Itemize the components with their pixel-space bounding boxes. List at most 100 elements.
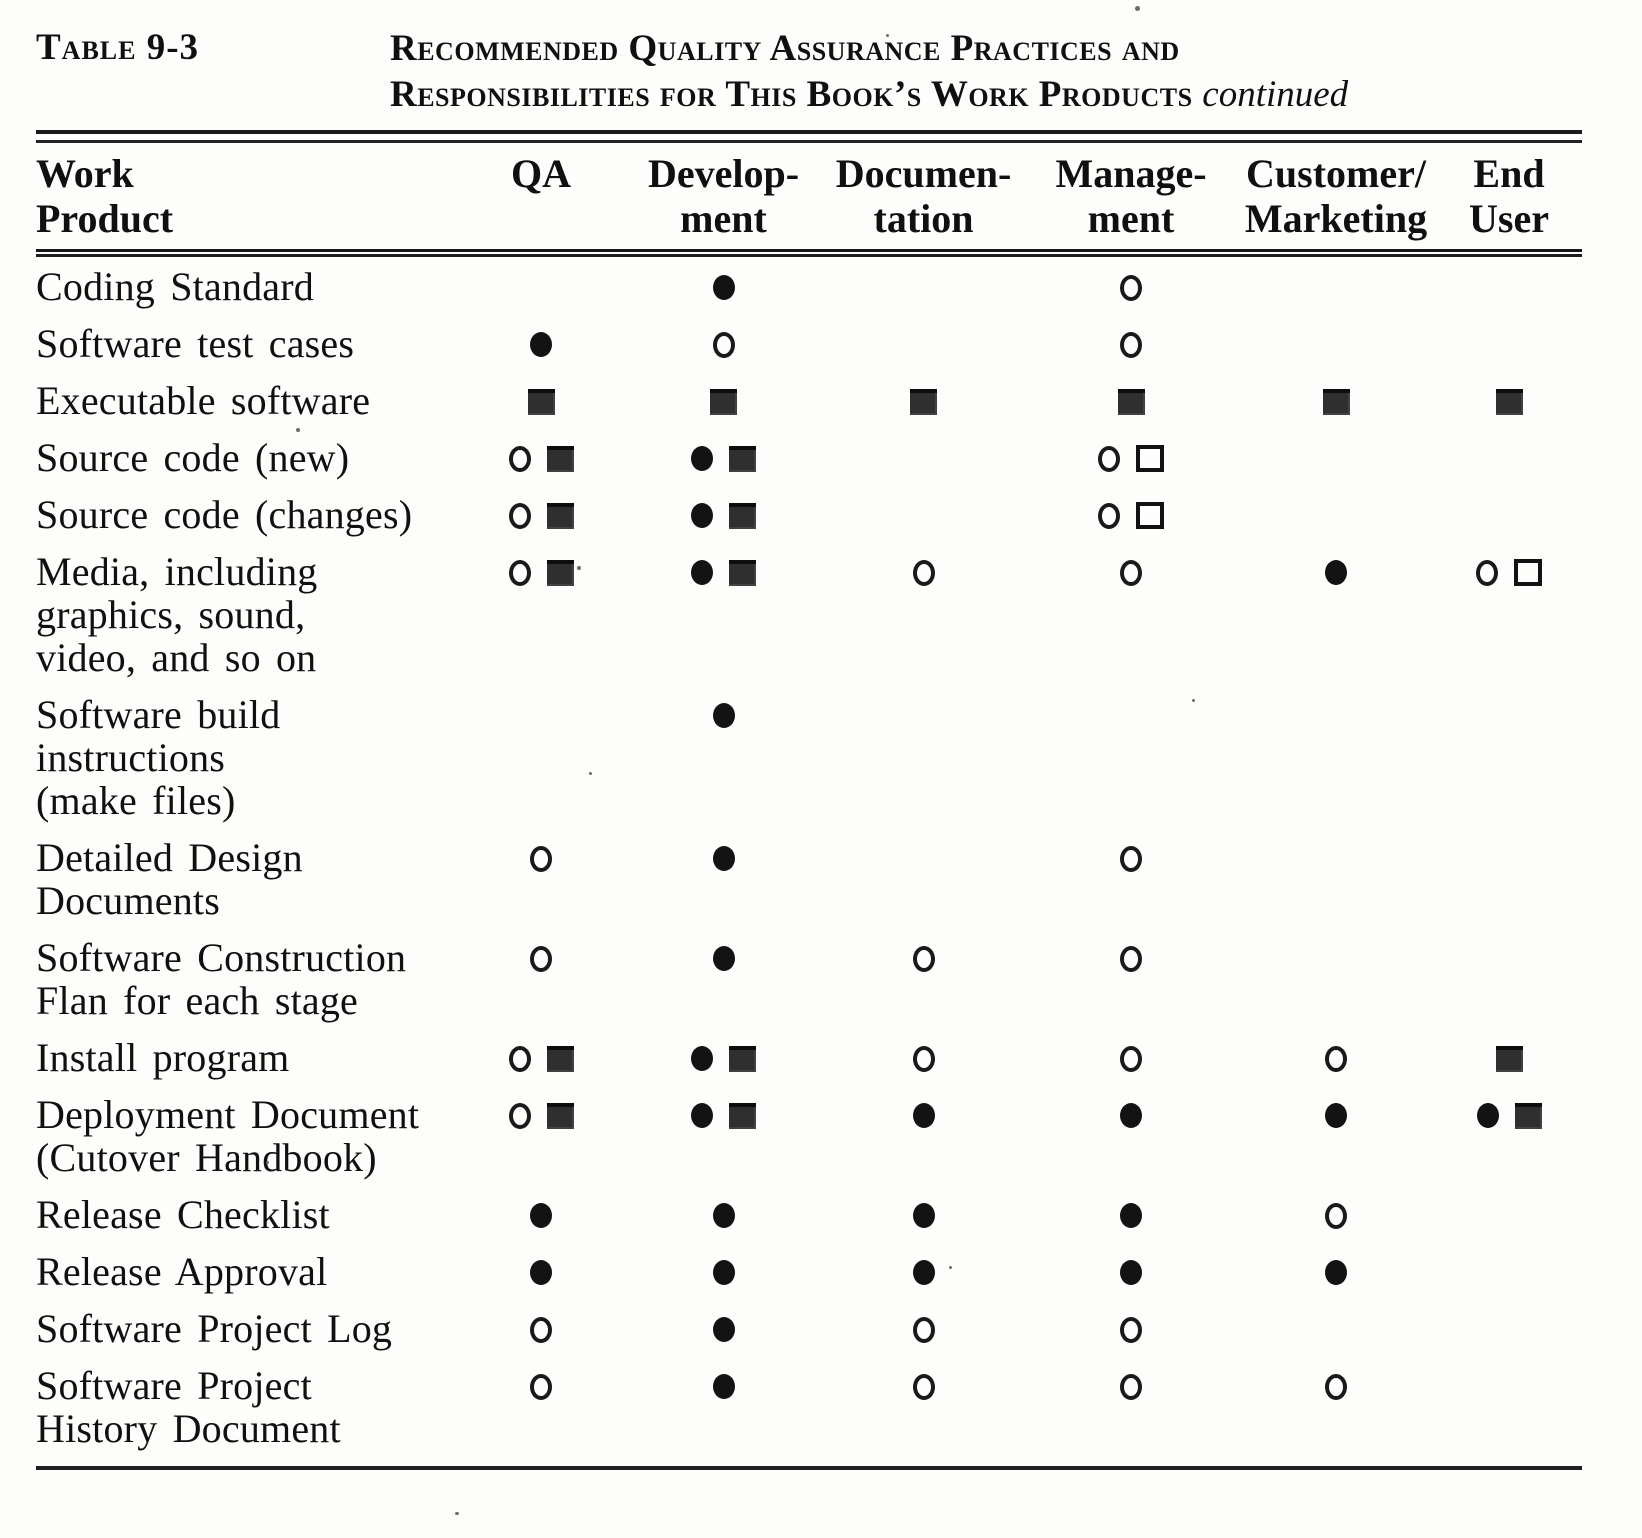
- symbol-cell-customer_marketing: [1236, 550, 1436, 679]
- scan-speck: [1135, 6, 1140, 11]
- table-row: Release Checklist: [36, 1193, 1582, 1250]
- filled-circle-symbol: [1325, 1103, 1347, 1129]
- row-label: Media, including graphics, sound, video, a…: [36, 549, 318, 680]
- row-label: Software Construction Flan for each stage: [36, 935, 407, 1023]
- symbol-cell-qa: [456, 836, 626, 922]
- symbol-cell-development: [626, 322, 821, 365]
- filled-circle-symbol: [691, 503, 713, 529]
- column-header-customer-marketing: Customer/ Marketing: [1236, 151, 1436, 241]
- scan-speck: [949, 1266, 952, 1269]
- open-circle-symbol: [1120, 1373, 1142, 1400]
- symbol-cell-documentation: [821, 1250, 1026, 1293]
- filled-circle-symbol: [912, 1260, 935, 1286]
- column-header-end-user: End User: [1436, 151, 1582, 241]
- symbol-cell-documentation: [821, 936, 1026, 1022]
- header-separator-rule: [36, 249, 1582, 257]
- table-row: Executable software: [36, 379, 1582, 436]
- filled-square-symbol: [1117, 388, 1145, 415]
- column-header-documentation: Documen- tation: [821, 151, 1026, 241]
- column-header-work-product: Work Product: [36, 151, 456, 241]
- open-circle-symbol: [530, 1316, 552, 1343]
- symbol-cell-end_user: [1436, 693, 1582, 822]
- symbol-cell-qa: [456, 265, 626, 308]
- symbol-cell-development: [626, 1364, 821, 1450]
- filled-square-symbol: [729, 559, 756, 586]
- symbol-cell-management: [1026, 265, 1236, 308]
- open-circle-symbol: [912, 1316, 935, 1343]
- symbol-cell-development: [626, 936, 821, 1022]
- symbol-cell-customer_marketing: [1236, 1364, 1436, 1450]
- symbol-cell-customer_marketing: [1236, 1036, 1436, 1079]
- scan-speck: [886, 34, 889, 37]
- symbol-cell-customer_marketing: [1236, 693, 1436, 822]
- filled-circle-symbol: [712, 275, 735, 301]
- scan-speck: [455, 1512, 459, 1515]
- table-row: Install program: [36, 1036, 1582, 1093]
- open-circle-symbol: [912, 1045, 935, 1072]
- filled-circle-symbol: [530, 332, 552, 358]
- filled-circle-symbol: [1325, 1260, 1347, 1286]
- column-header-management: Manage- ment: [1026, 151, 1236, 241]
- symbol-cell-development: [626, 436, 821, 479]
- symbol-cell-management: [1026, 693, 1236, 822]
- filled-circle-symbol: [712, 1260, 735, 1286]
- filled-circle-symbol: [712, 1317, 735, 1343]
- symbol-cell-documentation: [821, 1364, 1026, 1450]
- row-label: Source code (changes): [36, 492, 413, 537]
- column-header-line: Product: [36, 196, 174, 241]
- row-label: Software Project History Document: [36, 1363, 341, 1451]
- symbol-cell-documentation: [821, 1093, 1026, 1179]
- column-header-line: Customer/: [1246, 151, 1426, 196]
- symbol-cell-development: [626, 693, 821, 822]
- symbol-cell-management: [1026, 1093, 1236, 1179]
- open-circle-symbol: [508, 502, 531, 529]
- symbol-cell-development: [626, 1193, 821, 1236]
- filled-circle-symbol: [530, 1260, 552, 1286]
- column-header-development: Develop- ment: [626, 151, 821, 241]
- symbol-cell-management: [1026, 322, 1236, 365]
- filled-circle-symbol: [691, 560, 713, 586]
- symbol-cell-qa: [456, 936, 626, 1022]
- symbol-cell-end_user: [1436, 550, 1582, 679]
- symbol-cell-end_user: [1436, 379, 1582, 422]
- table-title-line1: Recommended Quality Assurance Practices …: [390, 28, 1180, 69]
- table-header-row: Work Product QA Develop- ment Documen- t…: [36, 143, 1582, 249]
- filled-square-symbol: [729, 1045, 756, 1072]
- filled-circle-symbol: [1120, 1203, 1142, 1229]
- filled-circle-symbol: [712, 703, 735, 729]
- filled-circle-symbol: [691, 1046, 713, 1072]
- symbol-cell-management: [1026, 379, 1236, 422]
- open-circle-symbol: [712, 331, 735, 358]
- open-circle-symbol: [1098, 502, 1120, 529]
- open-circle-symbol: [1098, 445, 1120, 472]
- symbol-cell-documentation: [821, 493, 1026, 536]
- column-header-line: User: [1469, 196, 1549, 241]
- row-label: Source code (new): [36, 435, 350, 480]
- table-row: Detailed Design Documents: [36, 836, 1582, 936]
- symbol-cell-end_user: [1436, 1307, 1582, 1350]
- table-bottom-rule: [36, 1466, 1582, 1470]
- symbol-cell-management: [1026, 1036, 1236, 1079]
- symbol-cell-end_user: [1436, 936, 1582, 1022]
- filled-circle-symbol: [712, 1203, 735, 1229]
- filled-square-symbol: [1495, 1045, 1523, 1072]
- open-circle-symbol: [530, 1373, 552, 1400]
- open-circle-symbol: [508, 1102, 531, 1129]
- column-header-line: tation: [873, 196, 974, 241]
- symbol-cell-management: [1026, 1250, 1236, 1293]
- filled-square-symbol: [546, 559, 574, 586]
- scan-speck: [266, 1161, 269, 1164]
- symbol-cell-qa: [456, 379, 626, 422]
- filled-circle-symbol: [691, 446, 713, 472]
- filled-square-symbol: [1514, 1102, 1542, 1129]
- symbol-cell-development: [626, 1307, 821, 1350]
- symbol-cell-documentation: [821, 265, 1026, 308]
- filled-square-symbol: [527, 388, 555, 415]
- symbol-cell-management: [1026, 436, 1236, 479]
- filled-square-symbol: [710, 388, 737, 415]
- scan-speck: [577, 566, 581, 570]
- symbol-cell-documentation: [821, 550, 1026, 679]
- symbol-cell-documentation: [821, 436, 1026, 479]
- table-row: Software Construction Flan for each stage: [36, 936, 1582, 1036]
- symbol-cell-customer_marketing: [1236, 1250, 1436, 1293]
